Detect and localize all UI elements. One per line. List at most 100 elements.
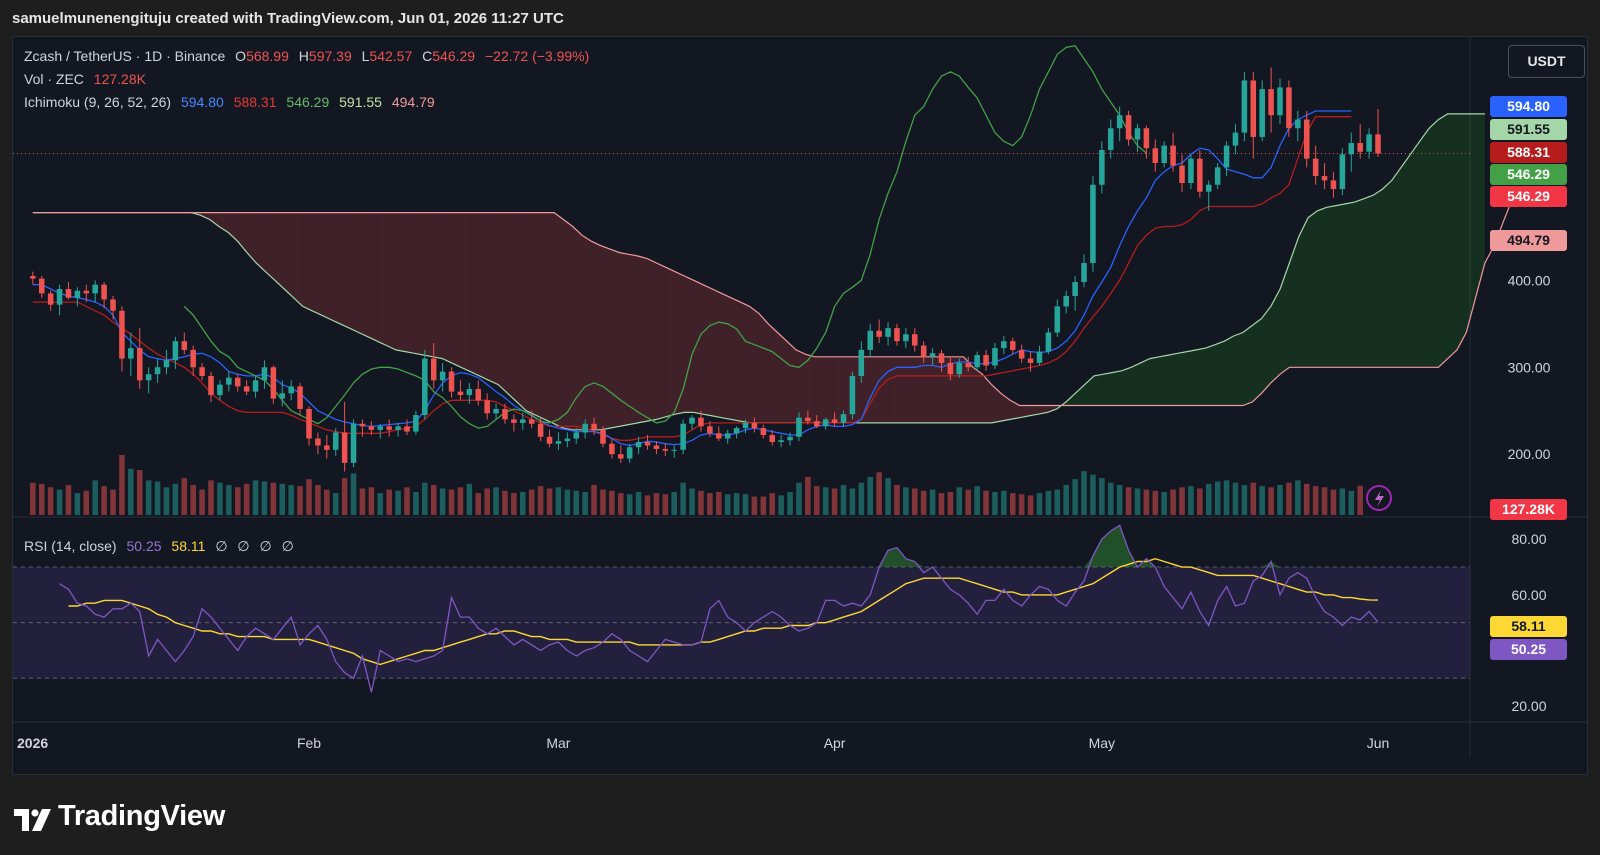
cloud-segment xyxy=(479,212,489,381)
volume-bar xyxy=(1214,481,1221,515)
candle-body xyxy=(493,408,499,414)
candle-body xyxy=(689,417,695,424)
candle-body xyxy=(1268,89,1274,116)
volume-bar xyxy=(1339,488,1346,515)
candle-body xyxy=(520,419,526,423)
ichimoku-base-value: 588.31 xyxy=(233,94,277,110)
volume-legend[interactable]: Vol · ZEC 127.28K xyxy=(24,71,152,87)
volume-bar xyxy=(1205,483,1212,515)
candle-body xyxy=(56,289,63,305)
volume-bar xyxy=(30,482,36,515)
volume-bar xyxy=(439,488,446,515)
cloud-segment xyxy=(1168,353,1178,406)
candle-body xyxy=(1232,132,1239,146)
candle-body xyxy=(234,377,241,387)
volume-bar xyxy=(1197,488,1203,515)
cloud-segment xyxy=(470,212,480,376)
rsi-overbought-fill xyxy=(59,525,1379,568)
time-axis-tick-0: 2026 xyxy=(17,735,48,751)
volume-bar xyxy=(805,476,811,515)
cloud-segment xyxy=(330,212,341,324)
cloud-segment xyxy=(1363,195,1374,368)
chart-canvas[interactable]: 200.00300.00400.00500.0020.0040.0060.008… xyxy=(13,37,1588,775)
price-label-spana: 591.55 xyxy=(1490,119,1567,140)
candle-body xyxy=(564,438,571,442)
volume-bar xyxy=(983,490,989,515)
candle-body xyxy=(751,422,758,429)
cloud-segment xyxy=(451,212,462,368)
candle-body xyxy=(1339,154,1346,190)
volume-bar xyxy=(609,490,615,515)
cloud-segment xyxy=(1354,198,1364,368)
volume-bar xyxy=(1134,488,1141,515)
volume-bar xyxy=(876,472,882,515)
candle-body xyxy=(1375,134,1381,154)
candle-body xyxy=(413,415,419,432)
volume-bar xyxy=(653,493,660,515)
candle-body xyxy=(119,310,125,359)
volume-bar xyxy=(1241,485,1248,515)
candle-body xyxy=(546,436,553,444)
candle-body xyxy=(1125,115,1132,140)
candle-body xyxy=(716,433,722,439)
volume-bar xyxy=(965,489,971,515)
volume-bar xyxy=(858,482,865,515)
candle-body xyxy=(92,284,98,294)
candle-body xyxy=(680,423,686,450)
rsi-empty-1: ∅ xyxy=(215,538,228,554)
rsi-legend[interactable]: RSI (14, close) 50.25 58.11 ∅ ∅ ∅ ∅ xyxy=(24,538,300,555)
candle-body xyxy=(671,449,678,451)
volume-bar xyxy=(1072,479,1078,515)
cloud-segment xyxy=(833,356,843,423)
candle-body xyxy=(742,422,749,429)
volume-bar xyxy=(528,489,535,515)
volume-bar xyxy=(136,470,143,515)
cloud-segment xyxy=(516,212,527,411)
candle-body xyxy=(618,454,624,459)
candle-body xyxy=(831,419,838,423)
cloud-segment xyxy=(889,356,899,423)
candle-body xyxy=(653,445,660,449)
cloud-segment xyxy=(991,384,1001,423)
candle-body xyxy=(1143,128,1150,149)
candle-body xyxy=(1303,119,1310,159)
cloud-segment xyxy=(274,212,285,290)
candle-body xyxy=(74,290,81,298)
volume-bar xyxy=(101,486,107,515)
cloud-segment xyxy=(619,252,629,427)
cloud-segment xyxy=(879,356,890,423)
cloud-segment xyxy=(824,356,834,423)
volume-bar xyxy=(208,480,214,515)
candle-body xyxy=(956,362,963,375)
volume-bar xyxy=(564,489,571,515)
volume-bar xyxy=(1054,489,1061,515)
candle-body xyxy=(1054,306,1061,333)
volume-bar xyxy=(1330,489,1337,515)
volume-bar xyxy=(626,494,633,515)
volume-bar xyxy=(1161,491,1167,515)
currency-button[interactable]: USDT xyxy=(1508,45,1585,78)
price-axis-tick-0: 200.00 xyxy=(1508,446,1551,462)
candle-body xyxy=(885,328,891,337)
symbol-legend[interactable]: Zcash / TetherUS · 1D · Binance O568.99 … xyxy=(24,48,595,64)
cloud-segment xyxy=(1270,289,1281,383)
volume-bar xyxy=(760,496,767,515)
volume-bar xyxy=(324,489,330,515)
volume-bar xyxy=(778,495,784,515)
rsi-empty-3: ∅ xyxy=(259,538,272,554)
ichimoku-legend[interactable]: Ichimoku (9, 26, 52, 26) 594.80 588.31 5… xyxy=(24,94,441,110)
candle-body xyxy=(1286,87,1292,129)
cloud-segment xyxy=(237,212,247,253)
cloud-segment xyxy=(814,356,825,423)
cloud-segment xyxy=(302,212,313,311)
time-axis-tick-1: Feb xyxy=(297,735,321,751)
candle-body xyxy=(359,423,366,427)
candle-body xyxy=(867,330,873,350)
volume-label: Vol · ZEC xyxy=(24,71,84,87)
price-label-spanb: 494.79 xyxy=(1490,230,1567,251)
candle-body xyxy=(724,433,731,439)
cloud-segment xyxy=(507,212,517,403)
candle-body xyxy=(350,423,357,463)
cloud-segment xyxy=(1038,405,1048,415)
candle-body xyxy=(644,441,651,446)
